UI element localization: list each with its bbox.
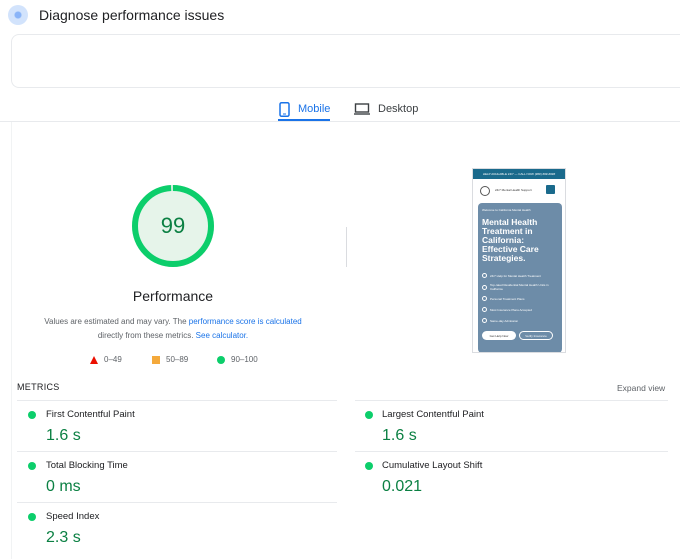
pass-circle-icon (365, 462, 373, 470)
legend-fail-range: 0–49 (104, 355, 122, 364)
preview-list-item-text: Top-rated Residential Mental Health Unit… (490, 283, 549, 291)
pass-circle-icon (217, 355, 225, 364)
pass-circle-icon (28, 411, 36, 419)
tab-desktop[interactable]: Desktop (354, 97, 418, 121)
content-left-border (11, 122, 12, 559)
score-description-text: Values are estimated and may vary. The (44, 317, 189, 326)
preview-menu-icon (546, 185, 555, 194)
average-square-icon (152, 355, 160, 364)
pagespeed-logo-icon (8, 5, 28, 25)
metric-name-cls: Cumulative Layout Shift (382, 460, 483, 471)
metric-divider (17, 451, 337, 452)
preview-heading: Mental Health Treatment in California: E… (482, 217, 539, 263)
url-input-area[interactable] (11, 34, 680, 88)
metric-name-tbt: Total Blocking Time (46, 460, 128, 471)
legend-average-range: 50–89 (166, 355, 189, 364)
metric-name-lcp: Largest Contentful Paint (382, 409, 484, 420)
preview-nav-text: 24/7 Mental Health Support (495, 188, 532, 192)
preview-list-item: 24/7 Help for Mental Health Treatment (482, 273, 541, 278)
metric-value-si: 2.3 s (46, 529, 81, 546)
performance-score-gauge (132, 185, 214, 267)
tab-mobile[interactable]: Mobile (279, 97, 330, 121)
preview-list-item-text: Personal Treatment Plans (490, 296, 525, 301)
preview-topbar: HELP AVAILABLE 24/7 — CALL NOW (###) ###… (473, 169, 565, 179)
legend-pass-range: 90–100 (231, 355, 258, 364)
center-divider (346, 227, 347, 267)
tab-mobile-label: Mobile (298, 103, 331, 115)
check-icon (482, 284, 487, 290)
performance-score-link[interactable]: performance score is calculated (188, 317, 302, 326)
check-icon (482, 307, 487, 312)
legend-fail: 0–49 (90, 355, 122, 364)
metric-divider (355, 400, 668, 401)
preview-primary-button: Get Help Now (482, 331, 516, 340)
metrics-heading: METRICS (17, 382, 60, 392)
preview-list-item: Top-rated Residential Mental Health Unit… (482, 283, 562, 291)
metric-value-tbt: 0 ms (46, 478, 81, 495)
preview-list-item: Same-day Admission (482, 318, 518, 323)
preview-nav: 24/7 Mental Health Support (473, 179, 565, 201)
page-title: Diagnose performance issues (39, 7, 225, 23)
expand-view-toggle[interactable]: Expand view (617, 383, 666, 393)
score-description-line2: directly from these metrics. See calcula… (0, 331, 346, 340)
metric-divider (17, 502, 337, 503)
check-icon (482, 318, 487, 323)
legend-pass: 90–100 (217, 355, 258, 364)
see-calculator-link[interactable]: See calculator. (195, 331, 249, 340)
pass-circle-icon (365, 411, 373, 419)
metric-value-fcp: 1.6 s (46, 427, 81, 444)
active-tab-indicator (278, 119, 330, 121)
metric-name-si: Speed Index (46, 511, 100, 522)
fail-triangle-icon (90, 355, 98, 364)
performance-label: Performance (132, 288, 214, 304)
preview-badge: Welcome to California Mental Health (482, 208, 531, 212)
preview-list-item: Most Insurance Plans Accepted (482, 307, 532, 312)
desktop-monitor-icon (354, 103, 370, 115)
performance-score-value: 99 (160, 213, 186, 238)
metric-value-cls: 0.021 (382, 478, 423, 495)
pass-circle-icon (28, 462, 36, 470)
metric-name-fcp: First Contentful Paint (46, 409, 135, 420)
preview-hero-card: Welcome to California Mental Health Ment… (478, 203, 562, 352)
pass-circle-icon (28, 513, 36, 521)
preview-list-item-text: 24/7 Help for Mental Health Treatment (490, 273, 541, 278)
preview-logo-icon (480, 186, 490, 196)
mobile-phone-icon (279, 101, 290, 117)
preview-list-item: Personal Treatment Plans (482, 296, 525, 301)
metric-value-lcp: 1.6 s (382, 427, 417, 444)
metric-divider (17, 400, 337, 401)
tab-desktop-label: Desktop (378, 103, 419, 115)
check-icon (482, 273, 487, 278)
legend-average: 50–89 (152, 355, 188, 364)
mobile-screenshot-preview: HELP AVAILABLE 24/7 — CALL NOW (###) ###… (472, 168, 566, 353)
metric-divider (355, 451, 668, 452)
score-description-line1: Values are estimated and may vary. The p… (0, 317, 346, 326)
preview-list-item-text: Same-day Admission (490, 318, 519, 323)
tabs-divider (0, 121, 680, 122)
preview-list-item-text: Most Insurance Plans Accepted (490, 307, 533, 312)
preview-secondary-button: Verify Insurance (519, 331, 553, 340)
check-icon (482, 296, 487, 301)
score-description-text-2: directly from these metrics. (97, 331, 196, 340)
